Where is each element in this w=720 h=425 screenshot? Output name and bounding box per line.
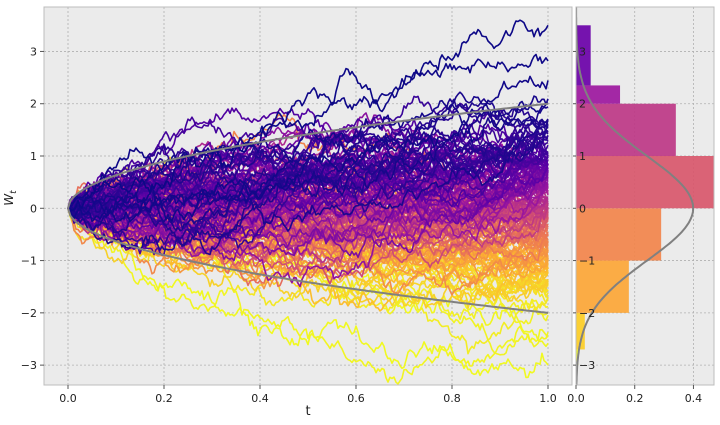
histogram-bar [576, 156, 714, 209]
sample-path [67, 75, 549, 223]
main-y-tick-label: 3 [30, 45, 37, 58]
hist-x-tick-label: 0.4 [685, 392, 703, 405]
main-x-tick-label: 0.6 [347, 392, 365, 405]
hist-y-tick-label: 0 [579, 202, 586, 215]
histogram-bar [576, 260, 629, 313]
pdf-curve-layer [576, 7, 695, 385]
hist-y-tick-label: −2 [579, 307, 595, 320]
paths-layer [67, 19, 549, 385]
main-chart: 0.0 0.2 0.4 0.6 0.8 1.0 −3 −2 −1 0 1 2 3 t Wt [2, 6, 573, 419]
sample-path [67, 124, 549, 256]
hist-y-ticks: −3 −2 −1 0 1 2 3 [573, 45, 595, 372]
sample-path [67, 95, 549, 232]
sample-path [68, 103, 549, 212]
histogram-bar [576, 312, 585, 350]
histogram-bar [576, 85, 621, 104]
sample-path [67, 121, 549, 217]
hist-bars-layer [576, 25, 714, 366]
sample-path [67, 53, 549, 209]
main-x-tick-label: 0.4 [251, 392, 269, 405]
main-y-tick-label: 2 [30, 98, 37, 111]
sample-path [67, 184, 549, 258]
y-axis-label: Wt [2, 190, 19, 206]
sample-path [67, 174, 549, 243]
main-y-tick-label: −3 [21, 359, 37, 372]
x-axis-label: t [305, 404, 310, 419]
sample-path [67, 123, 549, 248]
hist-y-tick-label: 1 [579, 150, 586, 163]
sample-path [67, 116, 549, 214]
hist-y-tick-label: −3 [579, 359, 595, 372]
main-plot-frame [43, 6, 573, 386]
sample-path [67, 98, 549, 251]
main-x-tick-label: 0.8 [443, 392, 461, 405]
sample-path [67, 118, 549, 232]
hist-y-tick-label: −1 [579, 255, 595, 268]
sample-path [67, 153, 549, 256]
sample-path [67, 130, 549, 212]
main-x-ticks: 0.0 0.2 0.4 0.6 0.8 1.0 [59, 385, 557, 405]
normal-pdf-curve [576, 7, 695, 385]
main-y-tick-label: 1 [30, 150, 37, 163]
sample-path [67, 181, 549, 242]
hist-x-tick-label: 0.2 [626, 392, 644, 405]
histogram-bar [576, 208, 662, 261]
hist-y-tick-label: 3 [579, 45, 586, 58]
upper-envelope-curve [67, 102, 549, 209]
hist-x-tick-label: 0.0 [567, 392, 585, 405]
main-x-tick-label: 1.0 [539, 392, 557, 405]
histogram-chart: 0.0 0.2 0.4 −3 −2 −1 0 1 2 3 [567, 6, 715, 405]
main-y-tick-label: −2 [21, 307, 37, 320]
sample-path [67, 208, 549, 379]
main-x-tick-label: 0.0 [59, 392, 77, 405]
main-y-tick-label: −1 [21, 255, 37, 268]
main-x-tick-label: 0.2 [155, 392, 173, 405]
main-y-ticks: −3 −2 −1 0 1 2 3 [21, 45, 44, 372]
main-y-tick-label: 0 [30, 202, 37, 215]
histogram-bar [576, 103, 676, 157]
hist-y-tick-label: 2 [579, 98, 586, 111]
hist-plot-frame [575, 6, 715, 386]
sample-path [67, 19, 549, 212]
sample-path [67, 207, 549, 385]
lower-envelope-curve [67, 207, 549, 314]
reference-curves-layer [67, 102, 549, 314]
hist-x-ticks: 0.0 0.2 0.4 [567, 385, 702, 405]
